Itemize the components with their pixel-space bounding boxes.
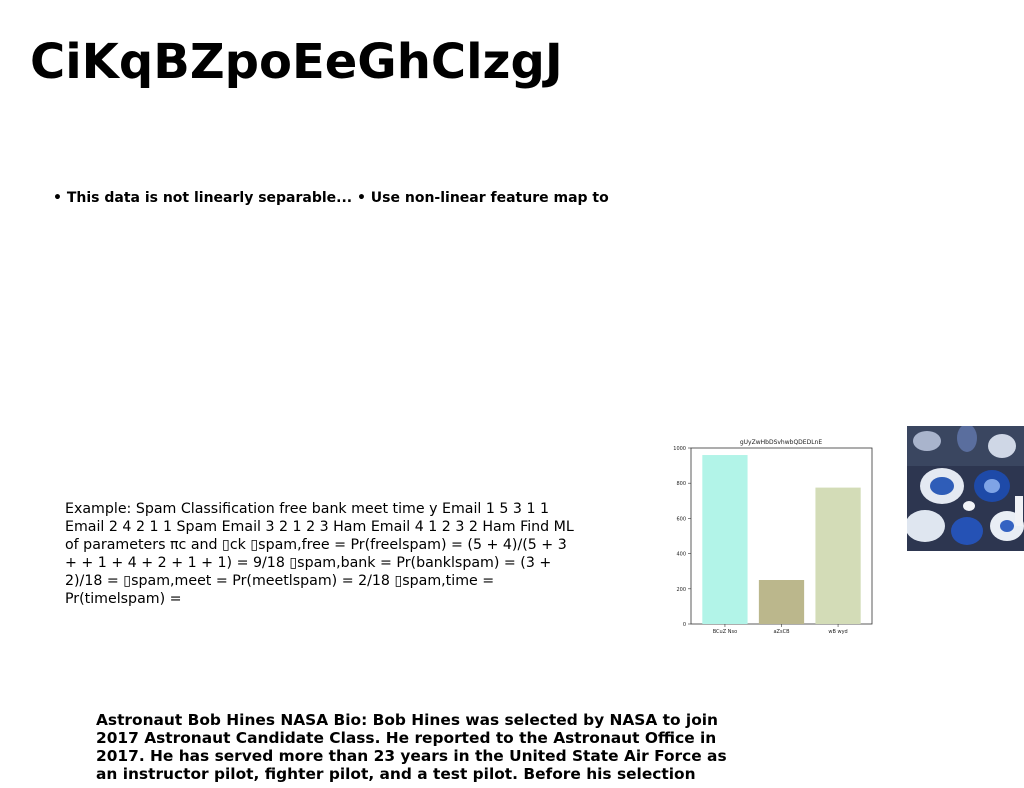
tableware-photo — [907, 426, 1024, 551]
x-tick-label: wB wyd — [828, 629, 847, 635]
spam-classification-example: Example: Spam Classification free bank m… — [65, 501, 574, 607]
bar — [702, 455, 748, 624]
y-tick-label: 1000 — [673, 446, 686, 452]
bar-chart: gUyZwHbDSvhwbQDEDLnE 0 200 400 600 800 1000 BC… — [673, 439, 873, 635]
bar — [815, 487, 861, 624]
y-tick-label: 600 — [676, 516, 686, 522]
bar — [758, 580, 805, 624]
y-tick-label: 0 — [683, 622, 686, 628]
y-tick-label: 800 — [676, 481, 686, 487]
bullet-points: • This data is not linearly separable...… — [53, 190, 609, 206]
x-tick-label: BCuZ Nso — [713, 629, 737, 635]
y-tick-label: 400 — [676, 552, 686, 558]
chart-title: gUyZwHbDSvhwbQDEDLnE — [740, 439, 822, 446]
y-tick-label: 200 — [676, 587, 686, 593]
astronaut-bio-text: Astronaut Bob Hines NASA Bio: Bob Hines … — [96, 711, 727, 783]
x-tick-label: aZsCB — [773, 629, 790, 635]
page-title: CiKqBZpoEeGhClzgJ — [30, 34, 563, 90]
